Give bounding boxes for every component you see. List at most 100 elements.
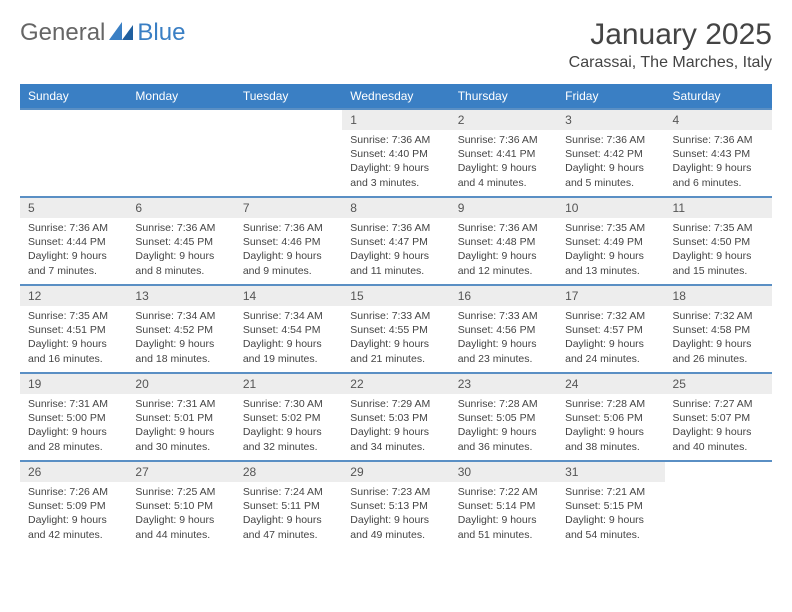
daylight-line: Daylight: 9 hours and 28 minutes. [28, 425, 119, 453]
sunset-line: Sunset: 5:01 PM [135, 411, 226, 425]
daylight-line: Daylight: 9 hours and 30 minutes. [135, 425, 226, 453]
daylight-line: Daylight: 9 hours and 5 minutes. [565, 161, 656, 189]
day-body: Sunrise: 7:33 AMSunset: 4:56 PMDaylight:… [450, 306, 557, 372]
calendar-cell: 12Sunrise: 7:35 AMSunset: 4:51 PMDayligh… [20, 285, 127, 373]
day-number: 18 [665, 286, 772, 306]
daylight-line: Daylight: 9 hours and 32 minutes. [243, 425, 334, 453]
day-body: Sunrise: 7:36 AMSunset: 4:48 PMDaylight:… [450, 218, 557, 284]
month-title: January 2025 [569, 18, 772, 52]
daylight-line: Daylight: 9 hours and 6 minutes. [673, 161, 764, 189]
calendar-cell: 18Sunrise: 7:32 AMSunset: 4:58 PMDayligh… [665, 285, 772, 373]
sunrise-line: Sunrise: 7:36 AM [458, 221, 549, 235]
day-body: Sunrise: 7:33 AMSunset: 4:55 PMDaylight:… [342, 306, 449, 372]
sunrise-line: Sunrise: 7:35 AM [565, 221, 656, 235]
sunset-line: Sunset: 5:15 PM [565, 499, 656, 513]
day-number: 4 [665, 110, 772, 130]
sunset-line: Sunset: 4:46 PM [243, 235, 334, 249]
calendar-cell: 6Sunrise: 7:36 AMSunset: 4:45 PMDaylight… [127, 197, 234, 285]
calendar-cell: 29Sunrise: 7:23 AMSunset: 5:13 PMDayligh… [342, 461, 449, 549]
sunrise-line: Sunrise: 7:22 AM [458, 485, 549, 499]
daylight-line: Daylight: 9 hours and 12 minutes. [458, 249, 549, 277]
page-header: General Blue January 2025 Carassai, The … [20, 18, 772, 72]
daylight-line: Daylight: 9 hours and 40 minutes. [673, 425, 764, 453]
sunset-line: Sunset: 4:56 PM [458, 323, 549, 337]
day-number: 16 [450, 286, 557, 306]
calendar-cell: 19Sunrise: 7:31 AMSunset: 5:00 PMDayligh… [20, 373, 127, 461]
sunset-line: Sunset: 5:09 PM [28, 499, 119, 513]
sunset-line: Sunset: 5:02 PM [243, 411, 334, 425]
day-body: Sunrise: 7:36 AMSunset: 4:45 PMDaylight:… [127, 218, 234, 284]
daylight-line: Daylight: 9 hours and 26 minutes. [673, 337, 764, 365]
calendar-cell [127, 109, 234, 197]
sunset-line: Sunset: 4:50 PM [673, 235, 764, 249]
calendar-cell [235, 109, 342, 197]
calendar-cell: 13Sunrise: 7:34 AMSunset: 4:52 PMDayligh… [127, 285, 234, 373]
calendar-row: 5Sunrise: 7:36 AMSunset: 4:44 PMDaylight… [20, 197, 772, 285]
calendar-cell: 10Sunrise: 7:35 AMSunset: 4:49 PMDayligh… [557, 197, 664, 285]
day-number: 24 [557, 374, 664, 394]
sunrise-line: Sunrise: 7:36 AM [28, 221, 119, 235]
day-number: 27 [127, 462, 234, 482]
calendar-cell [20, 109, 127, 197]
day-number: 19 [20, 374, 127, 394]
calendar-body: 1Sunrise: 7:36 AMSunset: 4:40 PMDaylight… [20, 109, 772, 549]
daylight-line: Daylight: 9 hours and 34 minutes. [350, 425, 441, 453]
sunset-line: Sunset: 4:52 PM [135, 323, 226, 337]
day-body: Sunrise: 7:36 AMSunset: 4:43 PMDaylight:… [665, 130, 772, 196]
day-number: 22 [342, 374, 449, 394]
day-body: Sunrise: 7:36 AMSunset: 4:42 PMDaylight:… [557, 130, 664, 196]
calendar-cell: 3Sunrise: 7:36 AMSunset: 4:42 PMDaylight… [557, 109, 664, 197]
sunrise-line: Sunrise: 7:29 AM [350, 397, 441, 411]
weekday-header: Saturday [665, 84, 772, 109]
day-body: Sunrise: 7:34 AMSunset: 4:52 PMDaylight:… [127, 306, 234, 372]
sunset-line: Sunset: 5:10 PM [135, 499, 226, 513]
daylight-line: Daylight: 9 hours and 23 minutes. [458, 337, 549, 365]
weekday-header: Wednesday [342, 84, 449, 109]
sunrise-line: Sunrise: 7:36 AM [350, 133, 441, 147]
sunrise-line: Sunrise: 7:32 AM [565, 309, 656, 323]
logo-mark-icon [109, 18, 135, 47]
day-number: 9 [450, 198, 557, 218]
sunrise-line: Sunrise: 7:23 AM [350, 485, 441, 499]
sunset-line: Sunset: 4:55 PM [350, 323, 441, 337]
day-body: Sunrise: 7:30 AMSunset: 5:02 PMDaylight:… [235, 394, 342, 460]
daylight-line: Daylight: 9 hours and 24 minutes. [565, 337, 656, 365]
day-body: Sunrise: 7:36 AMSunset: 4:41 PMDaylight:… [450, 130, 557, 196]
weekday-header: Tuesday [235, 84, 342, 109]
sunset-line: Sunset: 4:49 PM [565, 235, 656, 249]
day-number: 13 [127, 286, 234, 306]
sunset-line: Sunset: 5:06 PM [565, 411, 656, 425]
calendar-cell: 7Sunrise: 7:36 AMSunset: 4:46 PMDaylight… [235, 197, 342, 285]
daylight-line: Daylight: 9 hours and 44 minutes. [135, 513, 226, 541]
day-number: 28 [235, 462, 342, 482]
daylight-line: Daylight: 9 hours and 36 minutes. [458, 425, 549, 453]
sunrise-line: Sunrise: 7:36 AM [458, 133, 549, 147]
sunrise-line: Sunrise: 7:36 AM [135, 221, 226, 235]
sunset-line: Sunset: 5:05 PM [458, 411, 549, 425]
calendar-cell: 15Sunrise: 7:33 AMSunset: 4:55 PMDayligh… [342, 285, 449, 373]
calendar-cell: 31Sunrise: 7:21 AMSunset: 5:15 PMDayligh… [557, 461, 664, 549]
title-block: January 2025 Carassai, The Marches, Ital… [569, 18, 772, 72]
day-body: Sunrise: 7:36 AMSunset: 4:40 PMDaylight:… [342, 130, 449, 196]
daylight-line: Daylight: 9 hours and 51 minutes. [458, 513, 549, 541]
sunrise-line: Sunrise: 7:33 AM [350, 309, 441, 323]
sunset-line: Sunset: 5:03 PM [350, 411, 441, 425]
calendar-cell: 5Sunrise: 7:36 AMSunset: 4:44 PMDaylight… [20, 197, 127, 285]
sunset-line: Sunset: 4:40 PM [350, 147, 441, 161]
day-number: 14 [235, 286, 342, 306]
day-number: 3 [557, 110, 664, 130]
day-body: Sunrise: 7:28 AMSunset: 5:06 PMDaylight:… [557, 394, 664, 460]
day-body: Sunrise: 7:27 AMSunset: 5:07 PMDaylight:… [665, 394, 772, 460]
calendar-cell: 30Sunrise: 7:22 AMSunset: 5:14 PMDayligh… [450, 461, 557, 549]
sunrise-line: Sunrise: 7:36 AM [350, 221, 441, 235]
day-number: 15 [342, 286, 449, 306]
day-number: 30 [450, 462, 557, 482]
sunrise-line: Sunrise: 7:34 AM [135, 309, 226, 323]
calendar-cell [665, 461, 772, 549]
day-body: Sunrise: 7:24 AMSunset: 5:11 PMDaylight:… [235, 482, 342, 548]
day-number: 7 [235, 198, 342, 218]
daylight-line: Daylight: 9 hours and 13 minutes. [565, 249, 656, 277]
day-body: Sunrise: 7:21 AMSunset: 5:15 PMDaylight:… [557, 482, 664, 548]
sunset-line: Sunset: 4:51 PM [28, 323, 119, 337]
day-number: 25 [665, 374, 772, 394]
